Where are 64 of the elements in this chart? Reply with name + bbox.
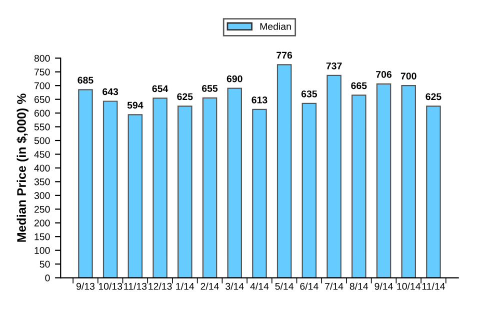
data-label: 690 — [226, 75, 242, 82]
y-tick-label: 550 — [34, 124, 50, 130]
bar — [276, 64, 292, 278]
x-tick-label: 7/14 — [325, 282, 344, 290]
y-tick-label: 750 — [34, 68, 50, 76]
bar — [78, 89, 93, 278]
data-label: 665 — [351, 82, 367, 90]
data-label: 635 — [301, 90, 318, 98]
bar — [252, 108, 267, 278]
data-label: 700 — [400, 72, 416, 80]
x-tick-label: 6/14 — [300, 282, 318, 290]
bar — [152, 98, 168, 278]
data-label: 706 — [376, 70, 392, 78]
x-tick-label: 8/14 — [350, 282, 368, 290]
y-tick-label: 600 — [34, 110, 50, 117]
data-label: 594 — [127, 102, 144, 109]
x-tick-label: 11/13 — [124, 282, 147, 290]
y-tick-label: 250 — [34, 206, 50, 213]
bar — [426, 106, 441, 278]
y-tick-label: 300 — [34, 192, 50, 200]
data-label: 776 — [276, 52, 292, 59]
bar — [227, 88, 242, 278]
x-tick-label: 9/14 — [374, 282, 393, 290]
bar — [102, 100, 118, 278]
legend-label: Median — [260, 22, 291, 30]
x-tick-label: 12/13 — [148, 282, 172, 290]
x-tick-label: 9/13 — [76, 282, 95, 290]
y-tick-label: 700 — [34, 82, 50, 90]
data-label: 625 — [177, 93, 193, 100]
data-label: 654 — [152, 85, 168, 92]
x-tick-label: 11/14 — [422, 282, 445, 290]
data-label: 737 — [326, 62, 342, 70]
y-axis-title: Median Price (in $,000) % — [16, 94, 28, 242]
x-tick-label: 5/14 — [275, 282, 294, 290]
data-label: 643 — [102, 88, 118, 96]
y-tick-label: 200 — [34, 220, 50, 226]
x-tick-label: 4/14 — [250, 282, 269, 290]
y-tick-label: 350 — [34, 178, 50, 186]
x-tick-label: 10/13 — [98, 282, 122, 290]
y-tick-label: 400 — [34, 164, 50, 172]
x-tick-label: 10/14 — [397, 282, 420, 290]
y-tick-label: 150 — [34, 233, 50, 240]
y-tick-label: 100 — [34, 247, 50, 254]
bar — [202, 97, 218, 278]
bar — [352, 94, 366, 278]
bar — [401, 85, 416, 278]
bar — [326, 74, 342, 278]
y-tick-label: 500 — [34, 137, 50, 144]
y-tick-label: 0 — [45, 274, 50, 282]
data-label: 625 — [426, 93, 442, 100]
y-tick-label: 650 — [34, 96, 50, 103]
bar — [178, 106, 192, 278]
bar — [302, 102, 317, 278]
y-tick-label: 50 — [40, 260, 50, 268]
x-tick-label: 1/14 — [176, 282, 194, 290]
x-tick-label: 2/14 — [200, 282, 219, 290]
data-label: 613 — [252, 96, 268, 104]
bar — [128, 114, 143, 278]
y-tick-label: 800 — [34, 54, 50, 62]
data-label: 685 — [78, 76, 94, 84]
bar — [376, 83, 392, 278]
data-label: 655 — [202, 84, 218, 92]
y-tick-label: 450 — [34, 150, 50, 158]
x-tick-label: 3/14 — [226, 282, 244, 290]
